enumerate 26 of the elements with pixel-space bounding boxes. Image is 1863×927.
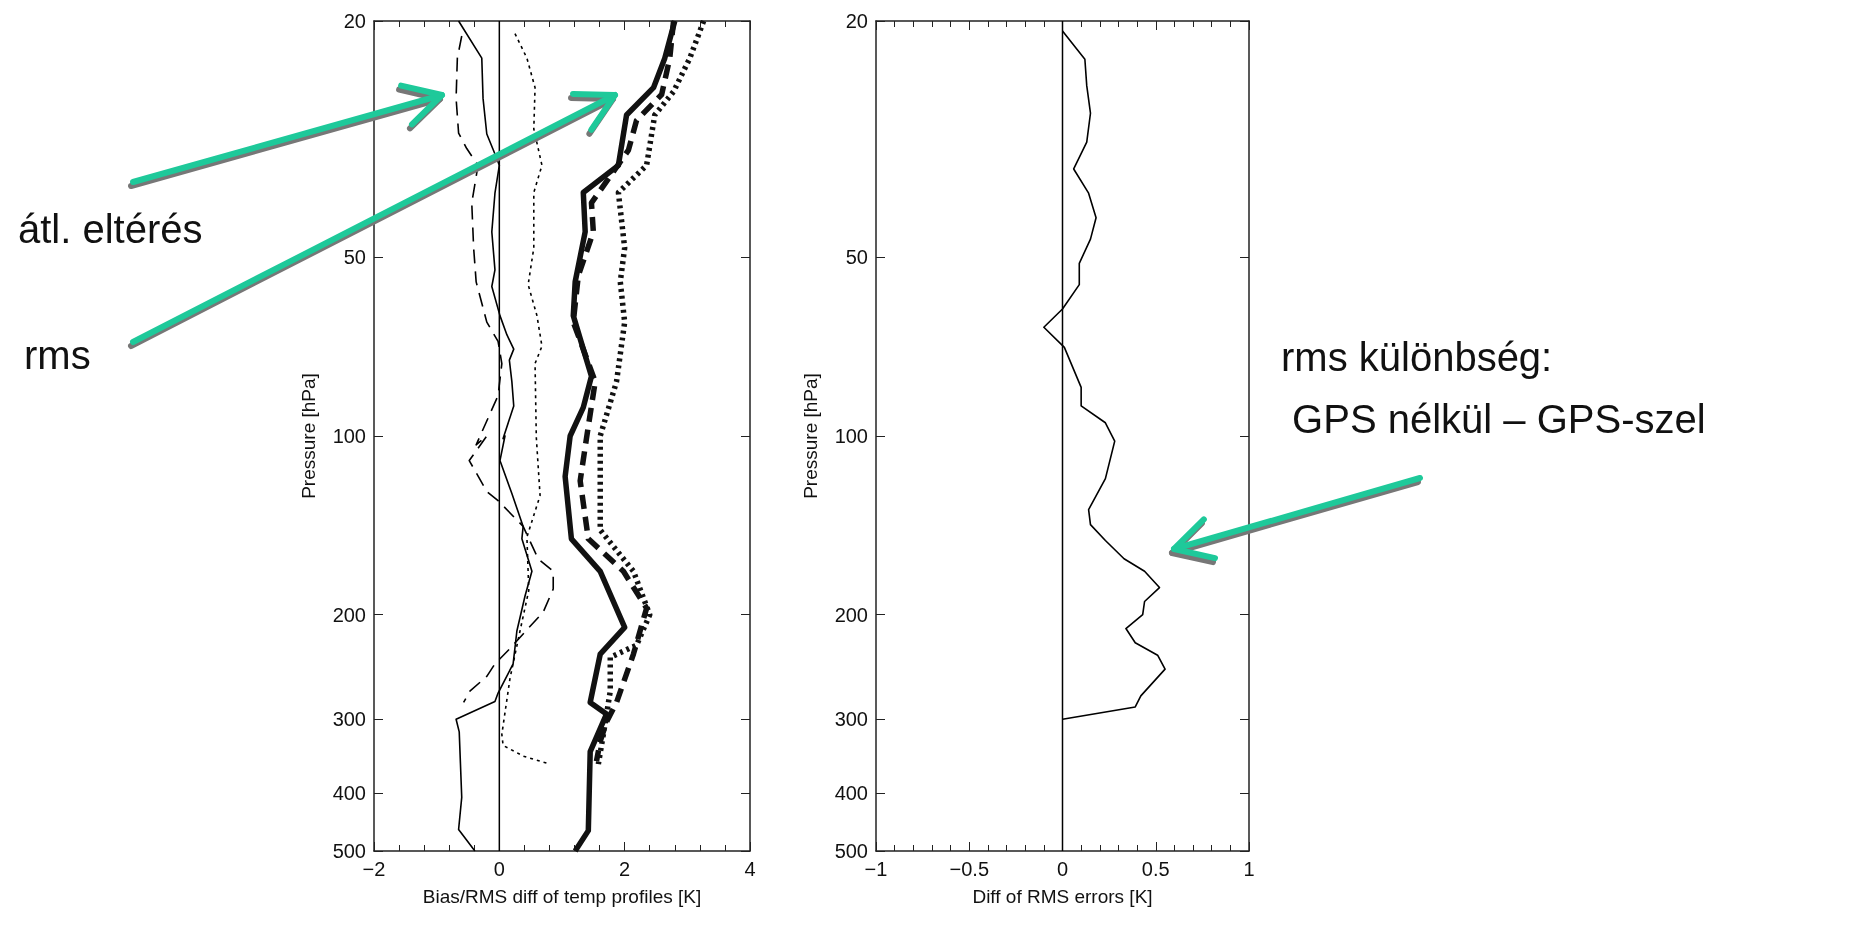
- y-tick-label: 400: [834, 782, 868, 805]
- x-tick-label: 4: [744, 858, 756, 880]
- x-tick-label: 0: [493, 858, 505, 880]
- x-axis-title: Diff of RMS errors [K]: [972, 886, 1153, 907]
- y-tick-label: 300: [834, 708, 868, 731]
- text: rms különbség: GPS nélkül – GPS-szel: [1281, 334, 1706, 443]
- x-tick-label: 0.5: [1141, 858, 1170, 880]
- y-tick-label: 50: [343, 246, 366, 269]
- y-tick-label: 20: [845, 10, 868, 32]
- y-axis-title: Pressure [hPa]: [800, 373, 821, 499]
- y-tick-label: 100: [332, 425, 366, 447]
- y-tick-label: 300: [332, 708, 366, 731]
- y-tick-label: 100: [834, 425, 868, 447]
- y-tick-label: 200: [834, 603, 868, 626]
- x-tick-label: −0.5: [949, 858, 989, 880]
- x-tick-label: 2: [619, 858, 631, 880]
- y-tick-label: 20: [343, 10, 366, 32]
- text: rms: [24, 332, 91, 379]
- y-axis-title: Pressure [hPa]: [298, 373, 319, 499]
- x-tick-label: 1: [1243, 858, 1255, 880]
- y-tick-label: 200: [332, 603, 366, 626]
- x-tick-label: 0: [1056, 858, 1069, 880]
- text: átl. eltérés: [18, 206, 203, 253]
- x-axis-title: Bias/RMS diff of temp profiles [K]: [422, 886, 702, 907]
- y-tick-label: 50: [845, 246, 868, 269]
- y-tick-label: 400: [332, 782, 366, 805]
